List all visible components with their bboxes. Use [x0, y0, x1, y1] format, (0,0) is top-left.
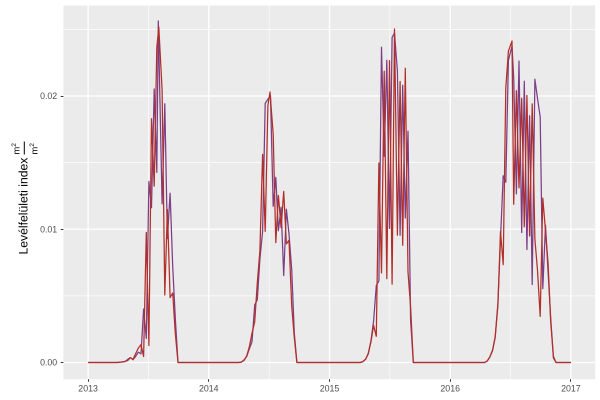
svg-text:2017: 2017 [561, 383, 581, 393]
svg-text:2015: 2015 [320, 383, 340, 393]
svg-text:2016: 2016 [440, 383, 460, 393]
svg-text:0.00: 0.00 [40, 358, 57, 368]
svg-text:m2: m2 [11, 143, 22, 155]
svg-text:0.02: 0.02 [40, 91, 57, 101]
svg-text:m2: m2 [29, 143, 40, 155]
svg-text:2014: 2014 [199, 383, 219, 393]
svg-text:0.01: 0.01 [40, 224, 57, 234]
svg-text:Levélfelületi index: Levélfelületi index [17, 158, 31, 255]
svg-text:2013: 2013 [78, 383, 98, 393]
